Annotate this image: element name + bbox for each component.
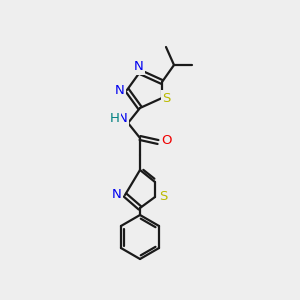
Text: N: N — [115, 83, 125, 97]
Text: N: N — [112, 188, 122, 200]
Text: N: N — [118, 112, 128, 124]
Text: H: H — [110, 112, 120, 124]
Text: S: S — [159, 190, 167, 203]
Text: O: O — [161, 134, 171, 148]
Text: N: N — [134, 61, 144, 74]
Text: S: S — [162, 92, 170, 104]
